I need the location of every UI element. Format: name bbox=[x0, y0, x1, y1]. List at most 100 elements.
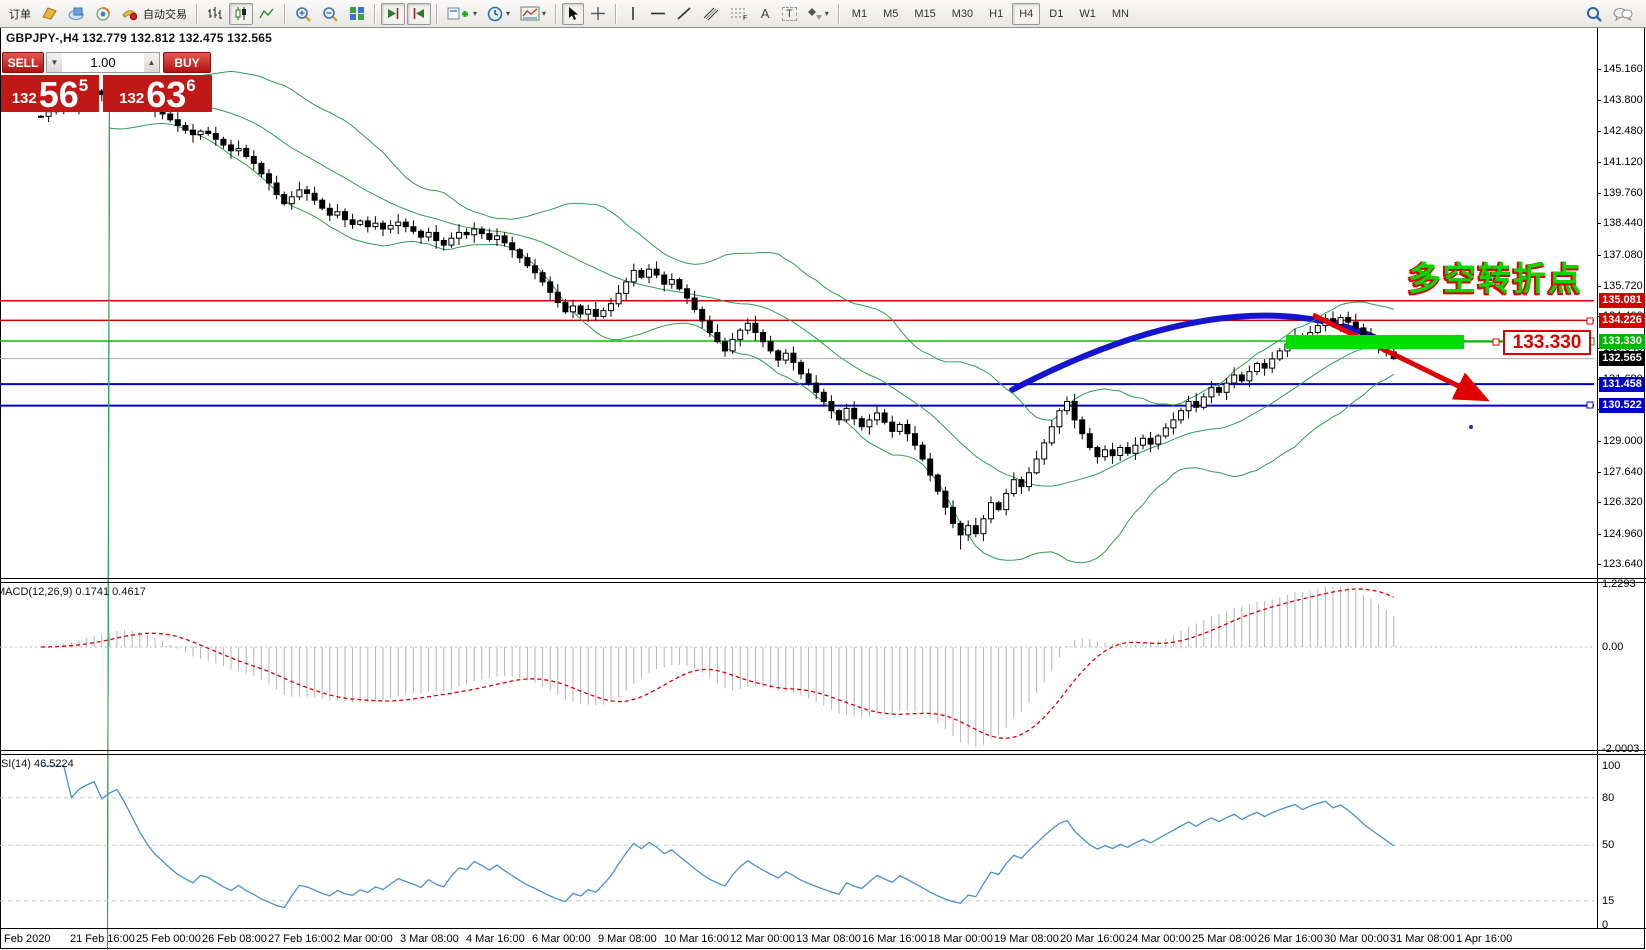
top-toolbar: 订单 自动交易 ▾ ▾ ▾ F A T ▾ M1 M5 M15 M30 H1 H4 D1 W1… bbox=[0, 0, 1646, 28]
buy-button[interactable]: BUY bbox=[163, 52, 211, 73]
price-tick-mark bbox=[1597, 100, 1601, 101]
chart-window-button[interactable] bbox=[64, 3, 89, 25]
period-button[interactable]: ▾ bbox=[483, 3, 514, 25]
search-icon bbox=[1587, 6, 1602, 22]
timeframe-button-M15[interactable]: M15 bbox=[914, 7, 936, 20]
price-tick-mark bbox=[1597, 502, 1601, 503]
shapes-icon bbox=[807, 8, 822, 20]
time-axis-label: 27 Feb 16:00 bbox=[268, 933, 333, 945]
chart-window-icon bbox=[68, 7, 84, 20]
toolbar-separator bbox=[196, 3, 198, 24]
price-badge-131.458: 131.458 bbox=[1599, 377, 1645, 392]
cursor-button[interactable] bbox=[562, 2, 585, 25]
time-axis-label: 3 Mar 08:00 bbox=[400, 933, 459, 945]
volume-input[interactable] bbox=[62, 53, 144, 72]
timeframe-button-M1[interactable]: M1 bbox=[851, 7, 868, 20]
timeframe-button-H1[interactable]: H1 bbox=[989, 7, 1004, 20]
horizontal-line-button[interactable] bbox=[646, 3, 670, 25]
price-tick-label: 135.720 bbox=[1603, 280, 1643, 292]
time-axis-line bbox=[0, 928, 1646, 929]
new-chart-button[interactable]: ▾ bbox=[443, 3, 481, 25]
auto-scroll-button[interactable] bbox=[381, 2, 405, 25]
price-tick-mark bbox=[1597, 223, 1601, 224]
trendline-button[interactable] bbox=[672, 3, 696, 25]
timeframe-button-W1[interactable]: W1 bbox=[1079, 7, 1096, 20]
rsi-scale-label: 80 bbox=[1602, 792, 1615, 804]
volume-increase-button[interactable]: ▲ bbox=[144, 53, 159, 72]
auto-scroll-icon bbox=[388, 8, 399, 19]
label-button[interactable]: T bbox=[778, 3, 801, 25]
timeframe-button-D1[interactable]: D1 bbox=[1049, 7, 1064, 20]
sell-price-point: 5 bbox=[78, 76, 89, 95]
new-chart-icon bbox=[447, 7, 468, 19]
shapes-button[interactable]: ▾ bbox=[803, 3, 833, 25]
zoom-out-button[interactable] bbox=[318, 3, 343, 25]
time-axis-label: 25 Feb 00:00 bbox=[136, 933, 201, 945]
new-order-button[interactable] bbox=[37, 3, 62, 25]
horizontal-line-icon bbox=[651, 12, 666, 15]
chart-window[interactable] bbox=[0, 27, 1645, 949]
chat-button[interactable] bbox=[1609, 3, 1637, 25]
chart-title: GBPJPY-,H4 132.779 132.812 132.475 132.5… bbox=[6, 31, 272, 45]
one-click-trading-panel: SELL ▼ ▲ BUY 132 56 5 132 63 6 bbox=[0, 52, 213, 113]
time-axis-label: 10 Mar 16:00 bbox=[664, 933, 729, 945]
dropdown-arrow-icon: ▾ bbox=[542, 9, 547, 18]
sell-price-display[interactable]: 132 56 5 bbox=[1, 75, 99, 113]
autotrade-button[interactable]: 自动交易 bbox=[117, 3, 191, 25]
price-tick-label: 143.800 bbox=[1603, 94, 1643, 106]
tile-windows-button[interactable] bbox=[345, 3, 369, 25]
line-chart-button[interactable] bbox=[255, 3, 279, 25]
label-icon: T bbox=[782, 6, 797, 21]
timeframe-button-M30[interactable]: M30 bbox=[951, 7, 974, 20]
order-button[interactable]: 订单 bbox=[1, 3, 35, 25]
autotrade-button-label: 自动交易 bbox=[143, 8, 187, 21]
time-axis-label: 31 Mar 08:00 bbox=[1390, 933, 1455, 945]
price-tick-label: 137.080 bbox=[1603, 249, 1643, 261]
timeframe-button-M5[interactable]: M5 bbox=[883, 7, 899, 20]
price-tick-label: 141.120 bbox=[1603, 156, 1643, 168]
timeframe-button-H4[interactable]: H4 bbox=[1012, 2, 1041, 25]
macd-indicator-label: MACD(12,26,9) 0.1741 0.4617 bbox=[0, 586, 146, 598]
pane-separator[interactable] bbox=[0, 750, 1646, 751]
timeframe-button-MN[interactable]: MN bbox=[1111, 7, 1129, 20]
rsi-scale-label: 15 bbox=[1602, 895, 1615, 907]
pane-separator[interactable] bbox=[0, 754, 1646, 755]
buy-price-figure: 132 bbox=[119, 90, 145, 107]
price-axis-line bbox=[1597, 27, 1598, 928]
bar-chart-button[interactable] bbox=[203, 3, 227, 25]
autotrade-icon bbox=[122, 10, 138, 21]
sell-button[interactable]: SELL bbox=[2, 52, 44, 73]
fibonacci-button[interactable]: F bbox=[726, 3, 752, 25]
rsi-indicator-label: RSI(14) 46.5224 bbox=[0, 758, 74, 770]
search-button[interactable] bbox=[1582, 3, 1607, 25]
buy-price-point: 6 bbox=[186, 76, 196, 95]
time-axis-label: 19 Mar 08:00 bbox=[994, 933, 1059, 945]
vertical-line-button[interactable] bbox=[622, 3, 644, 25]
pane-separator[interactable] bbox=[0, 582, 1646, 583]
time-axis-label: 6 Mar 00:00 bbox=[532, 933, 591, 945]
dropdown-arrow-icon: ▾ bbox=[473, 9, 478, 18]
candlestick-chart-button[interactable] bbox=[229, 2, 253, 25]
time-axis-label: 2 Mar 00:00 bbox=[334, 933, 393, 945]
tile-windows-icon bbox=[350, 7, 364, 20]
navigator-button[interactable] bbox=[91, 3, 115, 25]
volume-decrease-button[interactable]: ▼ bbox=[47, 53, 62, 72]
template-button[interactable]: ▾ bbox=[516, 3, 550, 25]
toolbar-separator bbox=[284, 3, 286, 24]
price-tick-label: 123.640 bbox=[1603, 558, 1643, 570]
time-axis-label: 30 Mar 00:00 bbox=[1324, 933, 1389, 945]
pane-separator[interactable] bbox=[0, 578, 1646, 579]
chart-shift-button[interactable] bbox=[407, 2, 431, 25]
time-axis-label: 9 Mar 08:00 bbox=[598, 933, 657, 945]
crosshair-button[interactable] bbox=[586, 3, 610, 25]
channel-button[interactable] bbox=[698, 3, 724, 25]
turning-point-annotation: 多空转折点 bbox=[1408, 260, 1583, 297]
buy-price-display[interactable]: 132 63 6 bbox=[103, 75, 212, 113]
zoom-in-button[interactable] bbox=[291, 3, 316, 25]
channel-icon bbox=[703, 7, 719, 21]
text-button[interactable]: A bbox=[754, 3, 776, 25]
price-badge-133.330: 133.330 bbox=[1599, 334, 1645, 349]
time-axis-label: 24 Mar 00:00 bbox=[1126, 933, 1191, 945]
price-badge-134.226: 134.226 bbox=[1599, 313, 1645, 328]
